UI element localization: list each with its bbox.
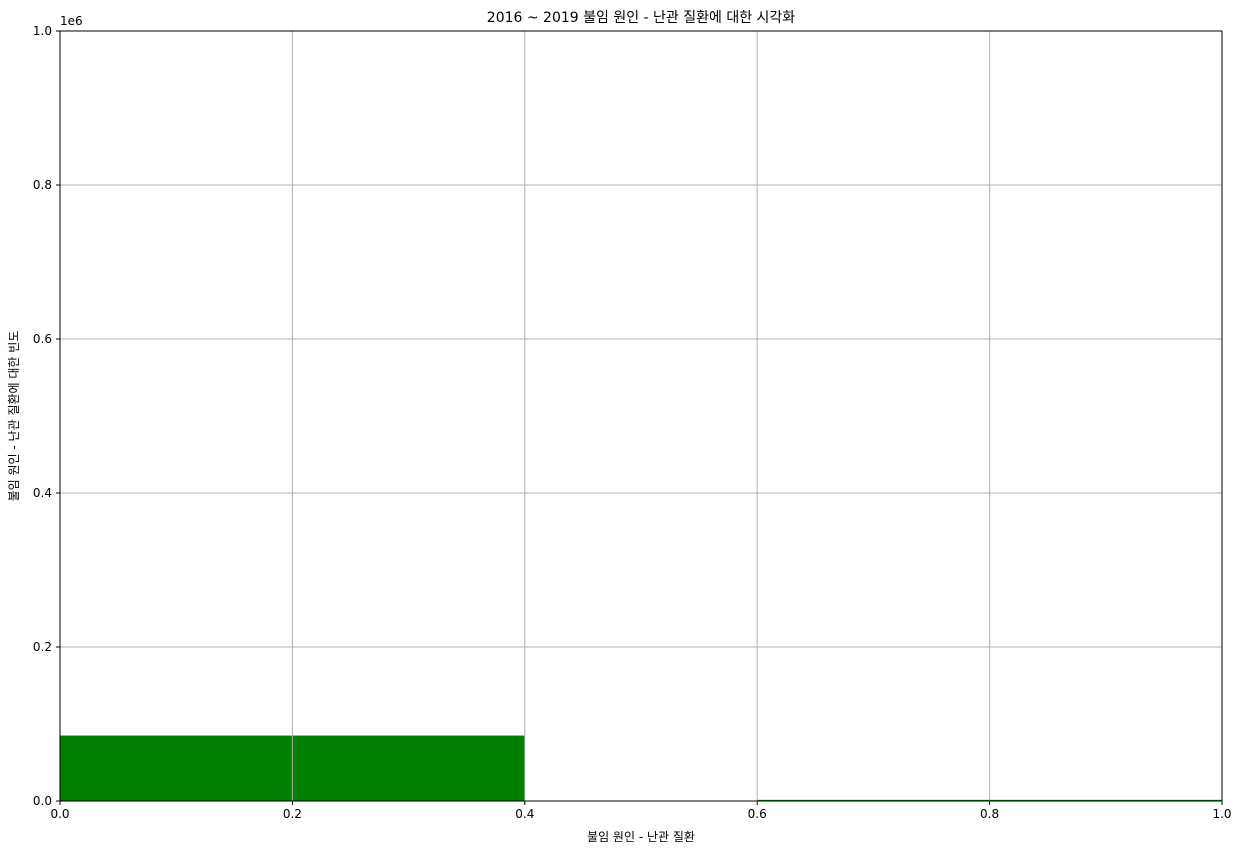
y-tick-label-2: 0.4 xyxy=(33,486,52,500)
grid-lines xyxy=(59,30,1223,802)
y-axis-offset-label: 1e6 xyxy=(60,14,83,28)
x-tick-label-1: 0.2 xyxy=(283,807,302,821)
y-axis-label: 불임 원인 - 난관 질환에 대한 빈도 xyxy=(7,331,21,502)
x-tick-label-3: 0.6 xyxy=(748,807,767,821)
x-tick-label-0: 0.0 xyxy=(50,807,69,821)
y-tick-label-3: 0.6 xyxy=(33,332,52,346)
chart-title: 2016 ~ 2019 불임 원인 - 난관 질환에 대한 시각화 xyxy=(487,10,796,26)
x-tick-label-5: 1.0 xyxy=(1212,807,1231,821)
y-tick-label-1: 0.2 xyxy=(33,640,52,654)
plot-frame xyxy=(59,30,1223,802)
bars xyxy=(60,735,1222,801)
axis-ticks: 0.0 0.2 0.4 0.6 0.8 1.0 0.0 0.2 0.4 0.6 0.8 1.0 xyxy=(33,24,1232,821)
y-tick-label-5: 1.0 xyxy=(33,24,52,38)
y-tick-label-4: 0.8 xyxy=(33,178,52,192)
x-tick-label-2: 0.4 xyxy=(515,807,534,821)
y-tick-label-0: 0.0 xyxy=(33,794,52,808)
x-axis-label: 불임 원인 - 난관 질환 xyxy=(587,830,695,844)
x-tick-label-4: 0.8 xyxy=(980,807,999,821)
